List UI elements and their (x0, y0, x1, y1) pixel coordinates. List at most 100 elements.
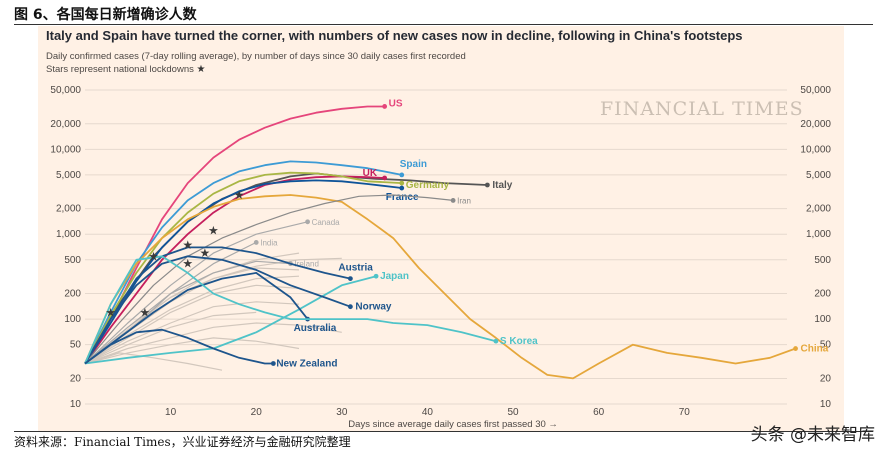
x-tick-label: 50 (507, 407, 519, 418)
chart-subtitle: Daily confirmed cases (7-day rolling ave… (46, 51, 466, 62)
y-tick-label-left: 2,000 (56, 204, 81, 215)
x-tick-label: 10 (165, 407, 177, 418)
background-series-line (84, 301, 300, 365)
lockdown-star-icon: ★ (196, 64, 206, 75)
lockdown-star-marker: ★ (140, 305, 151, 319)
series-line-ireland (84, 260, 291, 364)
series-endpoint-japan (373, 273, 379, 279)
series-line-canada (84, 221, 308, 364)
figure-source: 资料来源：Financial Times，兴业证券经济与金融研究院整理 (14, 435, 351, 449)
y-tick-label-left: 500 (64, 255, 81, 266)
lockdown-star-marker: ★ (182, 238, 193, 252)
series-endpoint-iran (450, 198, 456, 203)
figure-title: 图 6、各国每日新增确诊人数 (14, 7, 197, 23)
series-line-france (84, 179, 402, 364)
series-label-spain: Spain (400, 159, 427, 170)
lockdown-star-marker: ★ (234, 188, 245, 202)
series-line-s-korea (84, 255, 497, 364)
series-endpoint-china (793, 346, 798, 351)
brand-watermark: FINANCIAL TIMES (600, 98, 804, 120)
y-tick-label-left: 50,000 (50, 85, 81, 96)
series-label-uk: UK (363, 168, 378, 179)
series-endpoint-austria (347, 276, 353, 282)
lockdown-star-marker: ★ (199, 246, 210, 260)
y-tick-label-right: 10 (820, 399, 832, 410)
series-endpoint-italy (484, 182, 490, 188)
series-endpoint-canada (305, 219, 310, 225)
series-label-china: China (801, 344, 829, 355)
series-endpoint-us (382, 104, 388, 109)
x-tick-label: 40 (422, 407, 434, 418)
series-line-germany (84, 171, 402, 364)
lockdown-star-marker: ★ (148, 249, 159, 263)
series-line-new-zealand (84, 328, 274, 365)
y-tick-label-right: 50,000 (800, 85, 831, 96)
series-endpoint-france (399, 185, 405, 191)
y-tick-label-left: 5,000 (56, 170, 81, 181)
background-series-line (84, 322, 342, 365)
series-line-italy (84, 172, 488, 364)
chart-note: Stars represent national lockdowns ★ (46, 64, 205, 75)
lockdown-star-marker: ★ (182, 257, 193, 271)
series-line-japan (84, 275, 377, 365)
lockdown-star-marker: ★ (208, 224, 219, 238)
x-tick-label: 70 (679, 407, 691, 418)
series-endpoint-india (253, 240, 259, 245)
y-tick-label-left: 20,000 (50, 119, 81, 130)
publisher-watermark: 头条 @未来智库 (750, 425, 875, 445)
x-axis-label: Days since average daily cases first pas… (348, 419, 558, 430)
series-endpoint-germany (399, 180, 405, 186)
y-tick-label-right: 5,000 (806, 170, 831, 181)
series-line-australia (84, 272, 309, 365)
y-tick-label-left: 50 (70, 340, 82, 351)
series-label-india: India (260, 238, 278, 247)
series-line-us (84, 105, 385, 364)
y-tick-label-right: 1,000 (806, 229, 831, 240)
series-label-japan: Japan (380, 271, 409, 282)
series-endpoint-uk (382, 175, 388, 181)
series-label-austria: Austria (338, 263, 373, 274)
series-line-norway (84, 255, 351, 364)
y-tick-label-right: 50 (820, 340, 832, 351)
series-label-italy: Italy (492, 180, 512, 191)
series-label-us: US (389, 98, 403, 109)
y-tick-label-right: 20,000 (800, 119, 831, 130)
y-tick-label-left: 200 (64, 289, 81, 300)
background-series-line (84, 284, 300, 365)
y-tick-label-right: 2,000 (806, 204, 831, 215)
chart-title: Italy and Spain have turned the corner, … (46, 28, 743, 43)
series-endpoint-new-zealand (270, 361, 276, 366)
y-tick-label-right: 500 (814, 255, 831, 266)
lockdown-star-marker: ★ (105, 305, 116, 319)
y-tick-label-right: 20 (820, 373, 832, 384)
y-tick-label-left: 10,000 (50, 144, 81, 155)
y-tick-label-left: 100 (64, 314, 81, 325)
series-endpoint-s-korea (493, 338, 499, 344)
x-tick-label: 20 (251, 407, 263, 418)
figure-top-rule (14, 24, 873, 25)
series-endpoint-spain (399, 172, 405, 178)
background-series-line (84, 352, 223, 371)
figure-bottom-rule (14, 431, 873, 432)
series-line-austria (84, 246, 351, 364)
series-line-china (84, 194, 796, 380)
chart-note-text: Stars represent national lockdowns (46, 64, 194, 75)
series-label-iran: Iran (457, 196, 471, 205)
y-tick-label-left: 1,000 (56, 229, 81, 240)
background-series-line (84, 257, 342, 364)
background-series-line (84, 311, 257, 365)
y-tick-label-left: 20 (70, 373, 82, 384)
series-label-germany: Germany (406, 180, 450, 191)
series-label-ireland: Ireland (294, 260, 318, 269)
y-tick-label-right: 200 (814, 289, 831, 300)
series-label-france: France (386, 192, 419, 203)
y-tick-label-right: 100 (814, 314, 831, 325)
series-line-iran (84, 194, 454, 364)
background-series-line (84, 337, 300, 365)
y-tick-label-left: 10 (70, 399, 82, 410)
x-tick-label: 60 (593, 407, 605, 418)
series-label-norway: Norway (355, 302, 392, 313)
series-label-australia: Australia (294, 323, 337, 334)
series-label-new-zealand: New Zealand (276, 358, 337, 369)
